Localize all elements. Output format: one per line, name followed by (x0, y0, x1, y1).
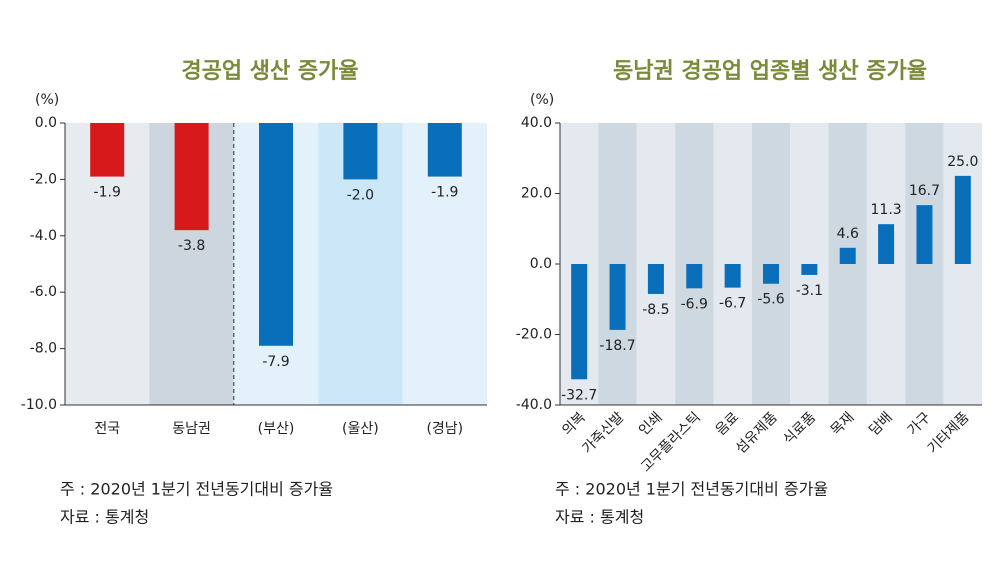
note: 자료 : 통계청 (60, 508, 149, 527)
y-tick-label: -40.0 (516, 397, 552, 413)
bar (174, 123, 209, 231)
chart-title: 경공업 생산 증가율 (181, 59, 358, 84)
x-tick-label: 담배 (866, 409, 896, 439)
value-label: -3.8 (178, 238, 205, 254)
x-tick-label: 목재 (828, 409, 858, 439)
note: 주 : 2020년 1분기 전년동기대비 증가율 (60, 480, 333, 499)
value-label: 4.6 (837, 226, 859, 242)
x-tick-label: (경남) (426, 421, 463, 437)
x-tick-label: 전국 (94, 421, 120, 437)
x-tick-label: 기타제품 (925, 409, 973, 457)
value-label: 25.0 (947, 154, 978, 170)
x-tick-label: (부산) (258, 421, 295, 437)
bar (954, 175, 971, 264)
chart-title: 동남권 경공업 업종별 생산 증가율 (613, 59, 927, 84)
bar (427, 123, 462, 177)
value-label: 11.3 (871, 202, 902, 218)
x-tick-label: 가구 (905, 409, 935, 439)
y-tick-label: 0.0 (35, 115, 57, 131)
bar (609, 264, 626, 330)
value-label: -8.5 (642, 302, 669, 318)
bar (801, 264, 818, 275)
x-tick-label: 인쇄 (636, 409, 666, 439)
note: 주 : 2020년 1분기 전년동기대비 증가율 (555, 480, 828, 499)
value-label: -1.9 (94, 185, 121, 201)
bar (259, 123, 293, 346)
value-label: -3.1 (796, 283, 823, 299)
y-tick-label: -10.0 (21, 397, 57, 413)
x-tick-label: 동남권 (172, 421, 211, 437)
bar (686, 264, 703, 289)
y-tick-label: -8.0 (30, 341, 57, 357)
note: 자료 : 통계청 (555, 508, 644, 527)
x-tick-label: (울산) (342, 421, 379, 437)
bar (916, 205, 933, 264)
y-tick-label: 20.0 (521, 186, 552, 202)
bar (647, 264, 664, 294)
y-axis-unit: (%) (35, 92, 59, 108)
value-label: -32.7 (561, 387, 597, 403)
bar (763, 264, 779, 284)
value-label: -5.6 (757, 292, 784, 308)
bar (839, 247, 856, 264)
value-label: -2.0 (347, 187, 374, 203)
y-tick-label: 0.0 (530, 256, 552, 272)
x-tick-label: 가죽신발 (579, 409, 627, 457)
x-tick-label: 식료품 (780, 409, 819, 448)
y-axis-unit: (%) (530, 92, 554, 108)
value-label: -7.9 (262, 354, 289, 370)
x-tick-label: 음료 (713, 409, 743, 439)
value-label: -18.7 (599, 338, 635, 354)
bar (571, 264, 588, 380)
value-label: -6.9 (681, 296, 708, 312)
value-label: -6.7 (719, 296, 746, 312)
bar (724, 264, 741, 288)
bar (878, 224, 895, 264)
x-tick-label: 섬유제품 (733, 409, 781, 457)
y-tick-label: -4.0 (30, 228, 57, 244)
value-label: -1.9 (431, 185, 458, 201)
bar (343, 123, 378, 180)
bar (90, 123, 125, 177)
y-tick-label: -6.0 (30, 284, 57, 300)
y-tick-label: 40.0 (521, 115, 552, 131)
y-tick-label: -20.0 (516, 327, 552, 343)
y-tick-label: -2.0 (30, 171, 57, 187)
x-tick-label: 의복 (559, 409, 589, 439)
value-label: 16.7 (909, 183, 940, 199)
